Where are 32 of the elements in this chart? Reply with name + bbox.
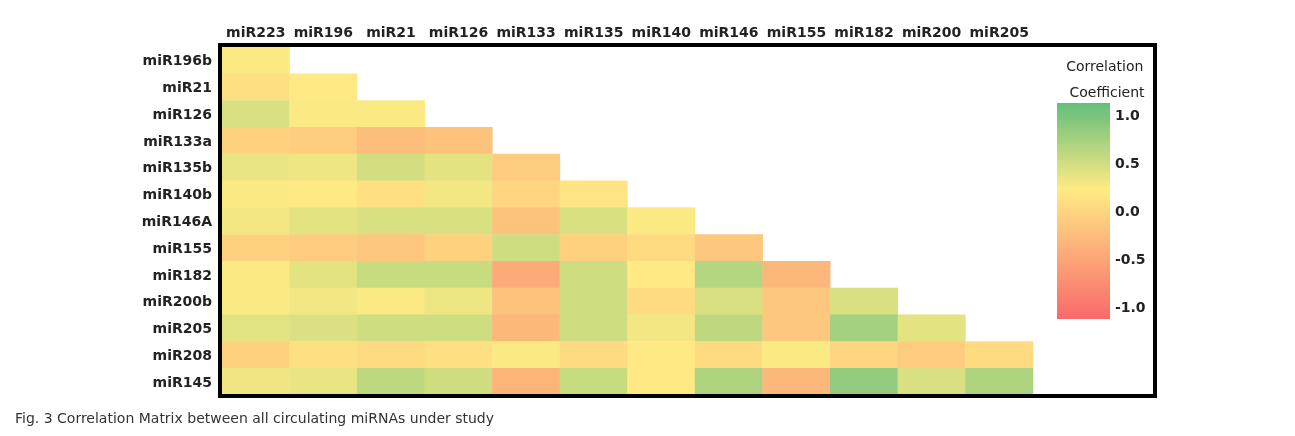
y-tick-label: miR140b: [142, 186, 212, 203]
y-tick-label: miR135b: [142, 159, 212, 176]
x-tick-label: miR155: [766, 24, 827, 40]
x-tick-label: miR200: [901, 24, 962, 40]
color-bar-label: 0.0: [1115, 203, 1141, 219]
x-tick-label: miR205: [969, 24, 1029, 40]
y-tick-label: miR205: [152, 320, 212, 337]
x-tick-label: miR146: [699, 24, 759, 40]
y-tick-label: miR145: [152, 373, 212, 390]
x-tick-label: miR182: [834, 24, 894, 40]
y-tick-label: miR208: [152, 346, 212, 363]
x-tick-label: miR126: [428, 24, 489, 40]
x-tick-label: miR223: [226, 24, 286, 40]
color-bar-title: Correlation Coefficient: [1066, 58, 1148, 100]
color-bar-label: 1.0: [1115, 107, 1141, 123]
color-bar-label: -1.0: [1115, 299, 1146, 315]
x-tick-label: miR135: [564, 24, 624, 40]
x-tick-label: miR133: [496, 24, 556, 40]
y-tick-label: miR155: [152, 239, 212, 256]
caption: Fig. 3 Correlation Matrix between all circulating miRNAs under study: [15, 410, 495, 426]
color-bar-label: -0.5: [1115, 251, 1146, 267]
y-tick-label: miR182: [152, 266, 212, 283]
y-tick-label: miR146A: [141, 213, 213, 229]
x-tick-label: miR140: [631, 24, 692, 40]
y-tick-label: miR21: [162, 79, 212, 96]
x-tick-label: miR196: [293, 24, 354, 40]
x-tick-label: miR21: [366, 24, 416, 40]
color-bar-label: 0.5: [1115, 155, 1140, 171]
y-tick-label: miR126: [152, 105, 212, 122]
y-tick-label: miR196b: [142, 52, 212, 69]
y-tick-label: miR200b: [142, 293, 212, 310]
y-tick-label: miR133a: [143, 132, 212, 149]
